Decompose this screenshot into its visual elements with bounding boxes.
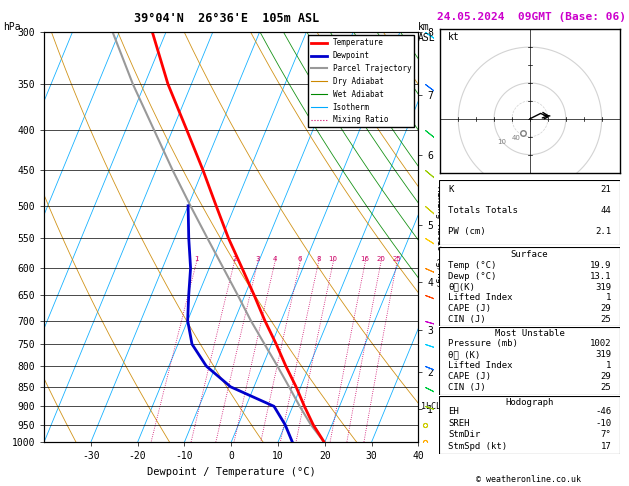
Text: 1LCL: 1LCL — [421, 402, 441, 411]
Text: Lifted Index: Lifted Index — [448, 294, 513, 302]
Text: 16: 16 — [360, 256, 370, 262]
Text: CAPE (J): CAPE (J) — [448, 372, 491, 382]
Text: 29: 29 — [601, 372, 611, 382]
Text: 1: 1 — [194, 256, 199, 262]
Text: 25: 25 — [392, 256, 401, 262]
Text: 6: 6 — [298, 256, 303, 262]
Text: 319: 319 — [595, 350, 611, 359]
Text: StmDir: StmDir — [448, 431, 481, 439]
FancyBboxPatch shape — [439, 396, 620, 454]
Text: CIN (J): CIN (J) — [448, 315, 486, 324]
Text: 39°04'N  26°36'E  105m ASL: 39°04'N 26°36'E 105m ASL — [134, 12, 319, 25]
Text: 3: 3 — [255, 256, 260, 262]
Text: 13.1: 13.1 — [589, 272, 611, 281]
Text: 319: 319 — [595, 282, 611, 292]
Y-axis label: Mixing Ratio (g/kg): Mixing Ratio (g/kg) — [435, 186, 444, 288]
Legend: Temperature, Dewpoint, Parcel Trajectory, Dry Adiabat, Wet Adiabat, Isotherm, Mi: Temperature, Dewpoint, Parcel Trajectory… — [308, 35, 415, 127]
Text: km
ASL: km ASL — [418, 22, 436, 43]
Text: 24.05.2024  09GMT (Base: 06): 24.05.2024 09GMT (Base: 06) — [437, 12, 626, 22]
Text: Hodograph: Hodograph — [506, 399, 554, 407]
Text: hPa: hPa — [3, 22, 21, 32]
Text: 20: 20 — [377, 256, 386, 262]
Text: 10: 10 — [329, 256, 338, 262]
Text: CAPE (J): CAPE (J) — [448, 304, 491, 313]
Text: PW (cm): PW (cm) — [448, 227, 486, 236]
Text: 4: 4 — [273, 256, 277, 262]
Text: © weatheronline.co.uk: © weatheronline.co.uk — [476, 474, 581, 484]
Text: 1: 1 — [606, 294, 611, 302]
Text: 8: 8 — [316, 256, 321, 262]
Text: 1: 1 — [606, 361, 611, 370]
Text: Dewp (°C): Dewp (°C) — [448, 272, 496, 281]
Text: Totals Totals: Totals Totals — [448, 206, 518, 215]
Text: K: K — [448, 185, 454, 194]
Text: 40: 40 — [512, 135, 521, 141]
Text: 2: 2 — [232, 256, 237, 262]
Text: -46: -46 — [595, 407, 611, 416]
Text: 25: 25 — [601, 383, 611, 393]
Text: Surface: Surface — [511, 250, 548, 259]
Text: 10: 10 — [498, 139, 507, 145]
X-axis label: Dewpoint / Temperature (°C): Dewpoint / Temperature (°C) — [147, 467, 316, 477]
Text: Temp (°C): Temp (°C) — [448, 261, 496, 270]
FancyBboxPatch shape — [439, 327, 620, 395]
Text: kt: kt — [447, 32, 459, 42]
Text: SREH: SREH — [448, 418, 470, 428]
Text: 44: 44 — [601, 206, 611, 215]
Text: θᴄ (K): θᴄ (K) — [448, 350, 481, 359]
FancyBboxPatch shape — [439, 180, 620, 245]
Text: StmSpd (kt): StmSpd (kt) — [448, 442, 507, 451]
Text: 2.1: 2.1 — [595, 227, 611, 236]
Text: 17: 17 — [601, 442, 611, 451]
Text: 29: 29 — [601, 304, 611, 313]
Text: -10: -10 — [595, 418, 611, 428]
Text: 25: 25 — [601, 315, 611, 324]
Text: 21: 21 — [601, 185, 611, 194]
Text: 7°: 7° — [601, 431, 611, 439]
Text: CIN (J): CIN (J) — [448, 383, 486, 393]
Text: 1002: 1002 — [589, 339, 611, 348]
Text: Most Unstable: Most Unstable — [494, 330, 565, 338]
FancyBboxPatch shape — [439, 247, 620, 326]
Text: 19.9: 19.9 — [589, 261, 611, 270]
Text: Pressure (mb): Pressure (mb) — [448, 339, 518, 348]
Text: θᴄ(K): θᴄ(K) — [448, 282, 475, 292]
Text: Lifted Index: Lifted Index — [448, 361, 513, 370]
Text: EH: EH — [448, 407, 459, 416]
